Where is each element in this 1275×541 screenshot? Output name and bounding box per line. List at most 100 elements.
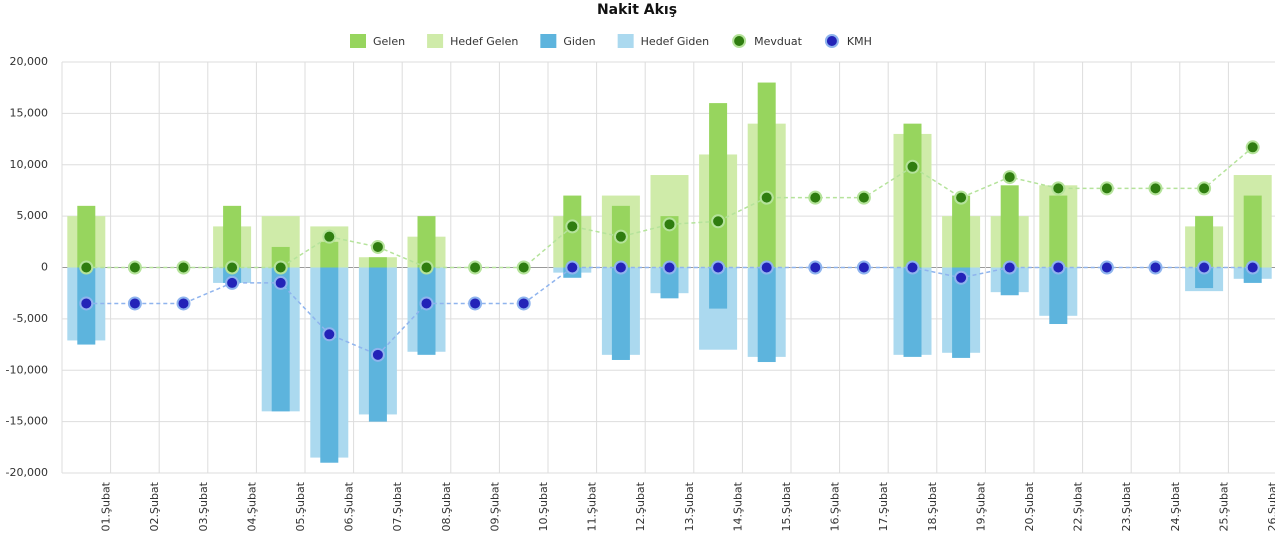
point	[759, 260, 774, 275]
bar	[952, 195, 971, 268]
point	[273, 260, 288, 275]
point	[1051, 181, 1066, 196]
point	[662, 260, 677, 275]
bar	[903, 267, 922, 357]
point	[1197, 181, 1212, 196]
point	[225, 260, 240, 275]
x-tick-label: 23.Şubat	[1120, 481, 1133, 531]
point	[856, 260, 871, 275]
point	[1002, 260, 1017, 275]
point	[322, 327, 337, 342]
y-tick-label: 0	[41, 261, 48, 274]
point	[856, 190, 871, 205]
bar	[271, 267, 290, 412]
bar	[417, 267, 436, 355]
point	[808, 260, 823, 275]
bar	[611, 267, 630, 360]
bar	[320, 241, 339, 268]
point	[759, 190, 774, 205]
x-tick-label: 17.Şubat	[877, 481, 890, 531]
point	[905, 159, 920, 174]
x-tick-label: 06.Şubat	[343, 481, 356, 531]
point	[711, 214, 726, 229]
point	[419, 260, 434, 275]
x-tick-label: 24.Şubat	[1169, 481, 1182, 531]
legend-item: Giden	[540, 34, 596, 48]
point	[419, 296, 434, 311]
legend-item: Mevduat	[732, 34, 803, 48]
point	[79, 260, 94, 275]
legend-label: Gelen	[373, 35, 405, 48]
x-tick-label: 26.Şubat	[1266, 481, 1275, 531]
y-tick-label: 5,000	[17, 209, 49, 222]
point	[79, 296, 94, 311]
bar	[709, 267, 728, 309]
legend-swatch	[540, 34, 557, 48]
point	[127, 260, 142, 275]
bar	[320, 267, 339, 463]
bar	[1000, 267, 1019, 296]
legend-swatch	[824, 34, 839, 48]
x-tick-label: 22.Şubat	[1072, 481, 1085, 531]
x-tick-label: 01.Şubat	[100, 481, 113, 531]
legend-label: Giden	[563, 35, 595, 48]
point	[322, 229, 337, 244]
point	[662, 217, 677, 232]
point	[1197, 260, 1212, 275]
x-tick-label: 08.Şubat	[440, 481, 453, 531]
bar	[1243, 195, 1262, 268]
point	[1148, 260, 1163, 275]
x-tick-label: 03.Şubat	[197, 481, 210, 531]
point	[127, 296, 142, 311]
x-tick-label: 05.Şubat	[294, 481, 307, 531]
point	[176, 296, 191, 311]
legend-label: KMH	[847, 35, 872, 48]
point	[1099, 181, 1114, 196]
x-tick-label: 10.Şubat	[537, 481, 550, 531]
legend-swatch	[350, 34, 366, 48]
point	[565, 219, 580, 234]
point	[370, 239, 385, 254]
legend-label: Hedef Gelen	[450, 35, 518, 48]
bar	[1049, 267, 1068, 325]
legend-label: Mevduat	[754, 35, 802, 48]
point	[516, 296, 531, 311]
point	[1245, 260, 1260, 275]
bar	[223, 205, 242, 268]
point	[1099, 260, 1114, 275]
x-tick-label: 02.Şubat	[148, 481, 161, 531]
legend-swatch	[617, 34, 634, 48]
point	[954, 270, 969, 285]
bar	[368, 267, 387, 422]
y-tick-label: -5,000	[13, 312, 48, 325]
x-tick-label: 09.Şubat	[488, 481, 501, 531]
legend-swatch	[427, 34, 444, 48]
legend-swatch	[732, 34, 747, 48]
point	[516, 260, 531, 275]
bar	[1049, 195, 1068, 268]
bar	[1000, 185, 1019, 268]
x-tick-label: 16.Şubat	[829, 481, 842, 531]
bar	[660, 267, 679, 299]
bar	[952, 267, 971, 358]
x-tick-label: 15.Şubat	[780, 481, 793, 531]
chart-title: Nakit Akış	[597, 2, 677, 18]
bar	[709, 103, 728, 268]
point	[225, 275, 240, 290]
x-tick-label: 07.Şubat	[391, 481, 404, 531]
point	[808, 190, 823, 205]
x-tick-label: 11.Şubat	[586, 481, 599, 531]
point	[1148, 181, 1163, 196]
bar	[903, 123, 922, 268]
legend-item: Hedef Giden	[617, 34, 709, 48]
bar	[757, 267, 776, 363]
point	[613, 260, 628, 275]
bar	[77, 205, 96, 268]
y-tick-label: 20,000	[10, 55, 49, 68]
bar	[1195, 216, 1214, 268]
point	[905, 260, 920, 275]
point	[1245, 140, 1260, 155]
y-tick-label: -20,000	[6, 466, 48, 479]
point	[711, 260, 726, 275]
point	[468, 260, 483, 275]
